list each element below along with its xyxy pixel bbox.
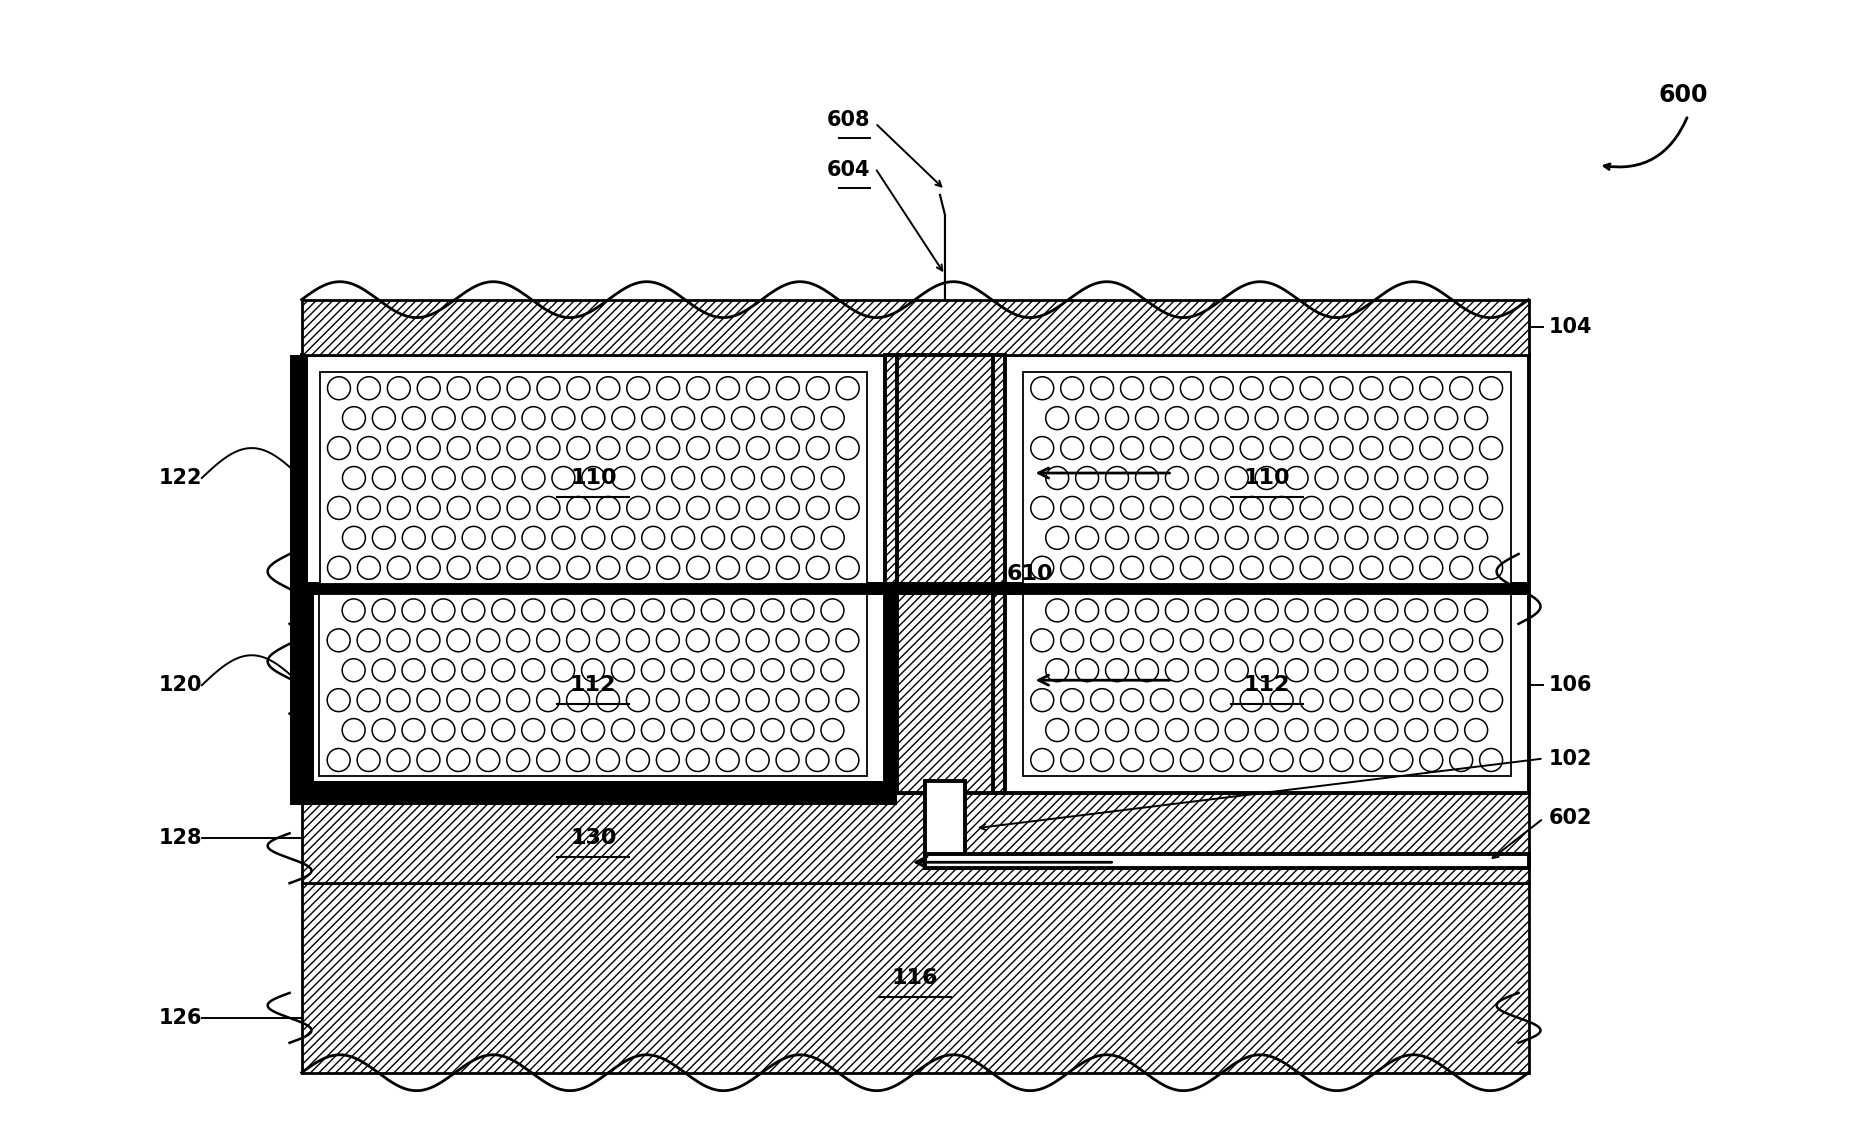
Text: 122: 122 (158, 468, 201, 488)
Bar (925, 781, 965, 868)
Bar (1022, 372, 1510, 583)
Text: 604: 604 (827, 160, 870, 180)
Text: 116: 116 (892, 968, 938, 988)
Text: 602: 602 (1549, 808, 1592, 828)
Bar (290, 788, 897, 806)
Bar (318, 595, 868, 776)
Text: 106: 106 (1549, 676, 1592, 696)
Text: 104: 104 (1549, 317, 1592, 337)
Text: 110: 110 (1244, 468, 1290, 488)
Bar (1022, 595, 1510, 776)
Bar (302, 300, 1529, 354)
Bar (302, 883, 1529, 1072)
Bar (302, 582, 1529, 596)
Text: 102: 102 (1549, 749, 1592, 769)
Bar (320, 372, 868, 583)
Text: 600: 600 (1659, 83, 1707, 107)
Bar (290, 354, 307, 794)
Bar (884, 354, 1005, 794)
Bar (302, 354, 1529, 794)
Text: 110: 110 (570, 468, 616, 488)
Bar (302, 794, 1529, 883)
Text: 128: 128 (158, 828, 201, 849)
Text: 112: 112 (570, 676, 616, 696)
Bar (302, 781, 897, 794)
Text: 112: 112 (1244, 676, 1290, 696)
Text: 610: 610 (1007, 564, 1054, 584)
Text: 126: 126 (158, 1008, 201, 1027)
Text: 120: 120 (158, 676, 201, 696)
Text: 608: 608 (827, 110, 870, 130)
Bar (925, 854, 1529, 868)
Bar (884, 589, 897, 794)
Bar (302, 589, 313, 794)
Text: 130: 130 (570, 828, 616, 849)
